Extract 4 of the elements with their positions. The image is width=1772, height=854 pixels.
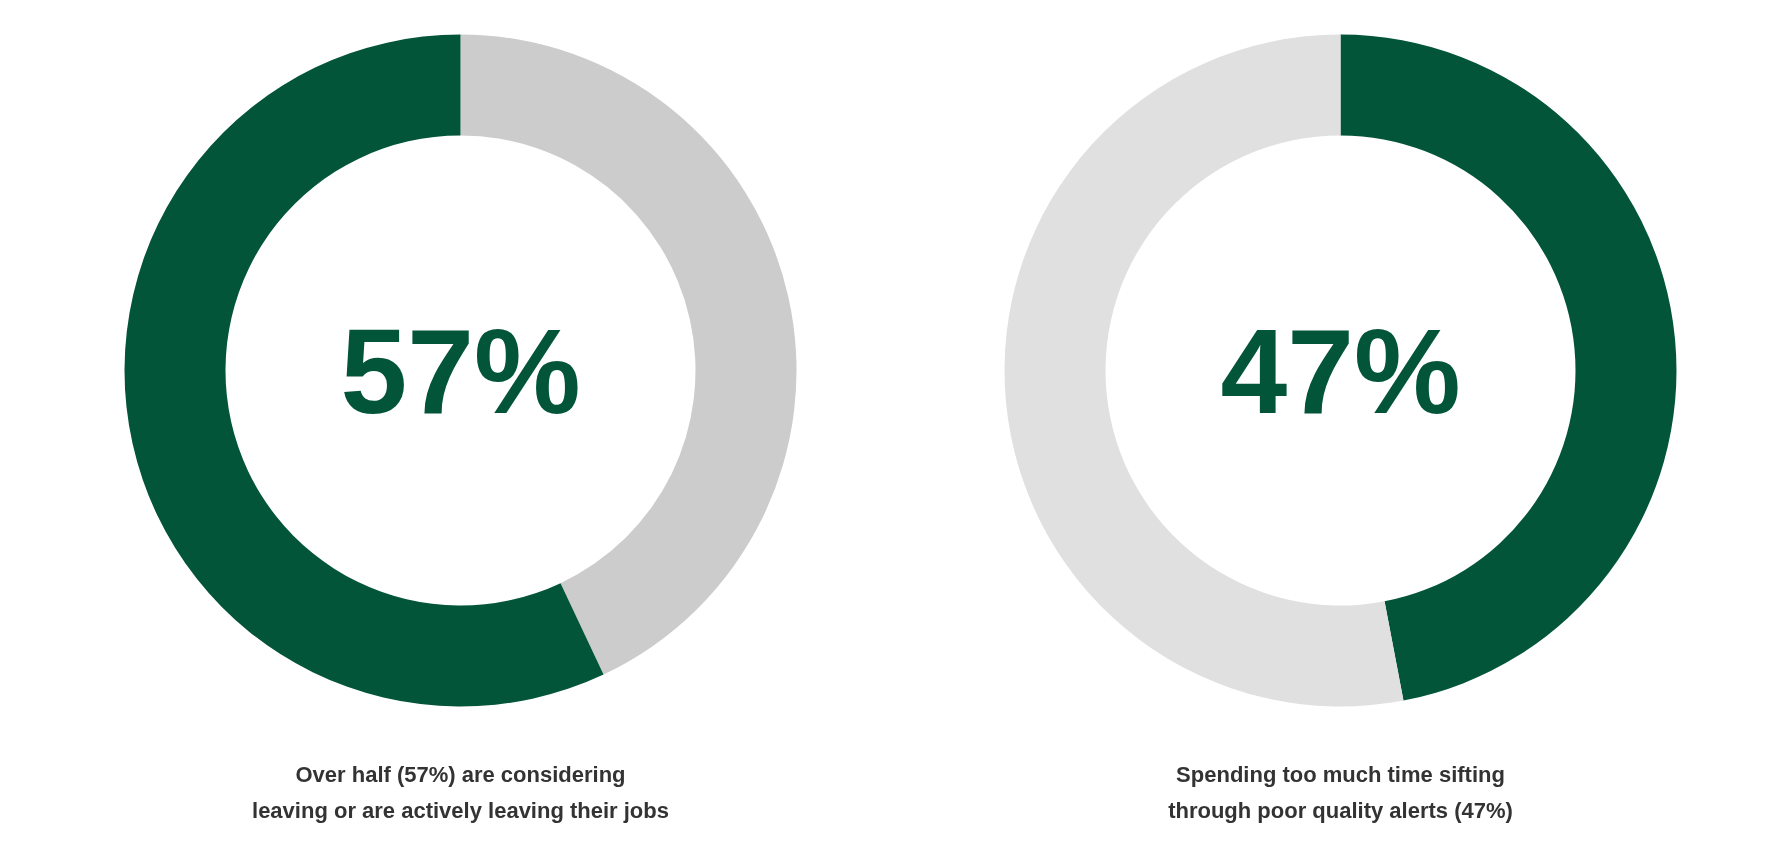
text: 57% [340,303,581,438]
text: 47% [1220,303,1461,438]
text: Spending too much time sifting through poor quality alerts (47%) [1168,762,1513,823]
text: Over half (57%) are considering leaving or are actively leaving their jobs [252,762,669,823]
